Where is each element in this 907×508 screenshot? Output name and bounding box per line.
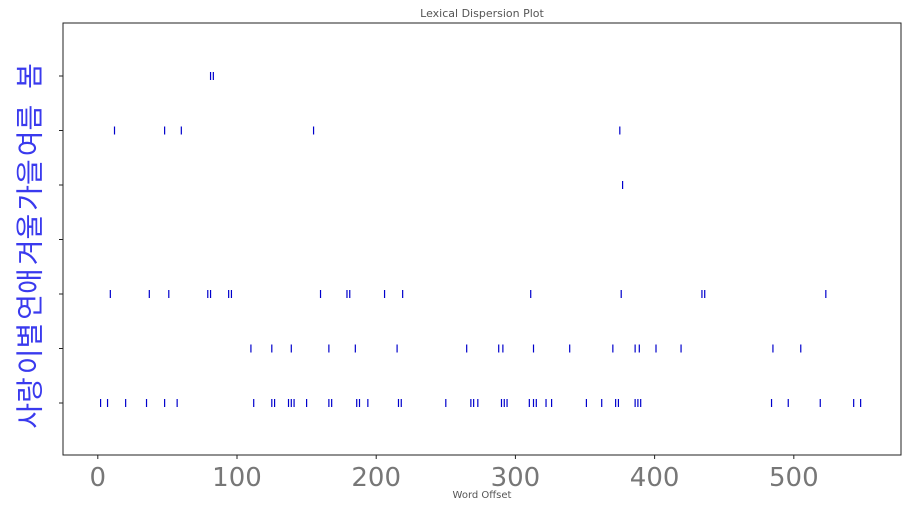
y-tick-label: 겨울: [14, 214, 47, 266]
y-tick-label: 사랑: [14, 377, 47, 429]
plot-area: [62, 22, 902, 456]
x-tick-label: 400: [630, 463, 680, 493]
chart-title: Lexical Dispersion Plot: [420, 7, 544, 20]
x-axis-label: Word Offset: [453, 490, 512, 501]
x-tick-label: 100: [212, 463, 262, 493]
y-tick-label: 봄: [14, 63, 47, 89]
x-tick-label: 200: [351, 463, 401, 493]
y-tick-label: 가을: [14, 159, 47, 211]
y-tick-label: 여름: [14, 105, 47, 157]
dispersion-marks: [99, 72, 862, 407]
x-axis: 0 100 200 300 400 500: [90, 455, 819, 493]
y-tick-label: 연애: [14, 268, 47, 320]
x-tick-label: 500: [769, 463, 819, 493]
x-tick-label: 300: [491, 463, 541, 493]
x-tick-label: 0: [90, 463, 107, 493]
y-tick-label: 이별: [14, 323, 47, 375]
